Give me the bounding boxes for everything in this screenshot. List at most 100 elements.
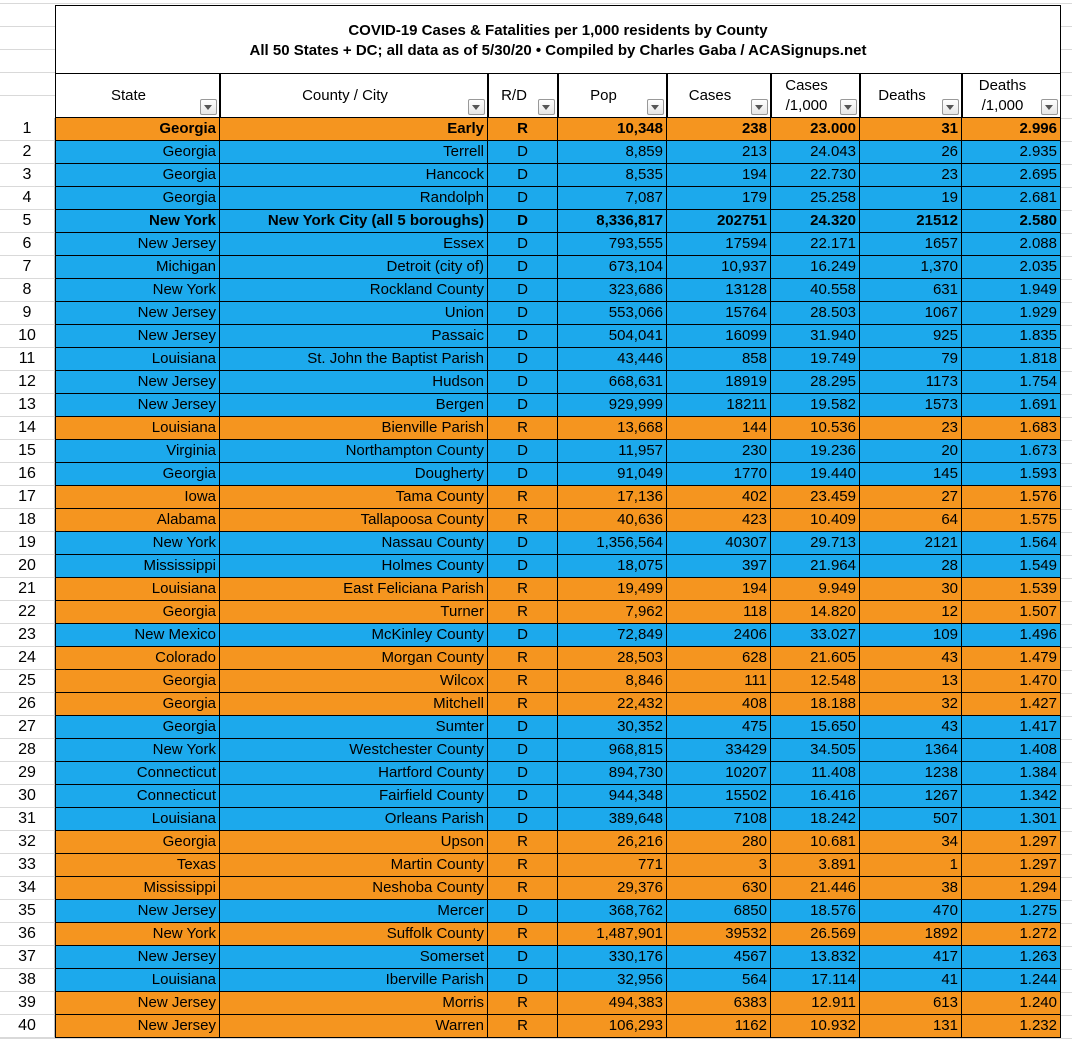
- table-cell: 10.932: [771, 1015, 860, 1038]
- table-cell: 1.549: [962, 555, 1061, 578]
- filter-button[interactable]: [840, 99, 857, 115]
- table-cell: New York: [55, 279, 220, 302]
- row-number: 4: [0, 187, 55, 210]
- table-cell: 19: [860, 187, 962, 210]
- row-number: 37: [0, 946, 55, 969]
- table-cell: 12.911: [771, 992, 860, 1015]
- table-cell: 24.043: [771, 141, 860, 164]
- filter-button[interactable]: [200, 99, 217, 115]
- table-cell: 10.409: [771, 509, 860, 532]
- title-line: COVID-19 Cases & Fatalities per 1,000 re…: [348, 22, 768, 39]
- table-cell: New Jersey: [55, 946, 220, 969]
- table-cell: 24.320: [771, 210, 860, 233]
- table-cell: R: [488, 992, 558, 1015]
- table-cell: 230: [667, 440, 771, 463]
- row-number: 20: [0, 555, 55, 578]
- table-cell: D: [488, 256, 558, 279]
- table-cell: 2.695: [962, 164, 1061, 187]
- row-number: 5: [0, 210, 55, 233]
- table-cell: 26: [860, 141, 962, 164]
- table-cell: 40307: [667, 532, 771, 555]
- table-cell: 8,535: [558, 164, 667, 187]
- table-cell: 1.835: [962, 325, 1061, 348]
- table-cell: Hartford County: [220, 762, 488, 785]
- table-cell: 553,066: [558, 302, 667, 325]
- filter-button[interactable]: [1041, 99, 1058, 115]
- table-cell: New Jersey: [55, 371, 220, 394]
- table-cell: R: [488, 509, 558, 532]
- table-cell: 1,356,564: [558, 532, 667, 555]
- table-cell: 18,075: [558, 555, 667, 578]
- table-cell: 1.818: [962, 348, 1061, 371]
- table-cell: 1.263: [962, 946, 1061, 969]
- table-cell: D: [488, 394, 558, 417]
- row-number: 29: [0, 762, 55, 785]
- table-cell: 72,849: [558, 624, 667, 647]
- table-cell: Michigan: [55, 256, 220, 279]
- table-cell: 1.427: [962, 693, 1061, 716]
- table-cell: Passaic: [220, 325, 488, 348]
- table-cell: Warren: [220, 1015, 488, 1038]
- table-cell: 1.272: [962, 923, 1061, 946]
- table-cell: 7,087: [558, 187, 667, 210]
- table-cell: 2.580: [962, 210, 1061, 233]
- table-cell: R: [488, 693, 558, 716]
- table-cell: 323,686: [558, 279, 667, 302]
- table-cell: 7,962: [558, 601, 667, 624]
- filter-button[interactable]: [538, 99, 555, 115]
- table-cell: 19.236: [771, 440, 860, 463]
- table-cell: R: [488, 118, 558, 141]
- table-cell: D: [488, 532, 558, 555]
- table-cell: 423: [667, 509, 771, 532]
- table-cell: 10207: [667, 762, 771, 785]
- table-cell: 6850: [667, 900, 771, 923]
- column-header: R/D: [488, 74, 558, 118]
- row-number: 36: [0, 923, 55, 946]
- table-cell: R: [488, 1015, 558, 1038]
- table-cell: 1573: [860, 394, 962, 417]
- table-cell: 402: [667, 486, 771, 509]
- row-number: 31: [0, 808, 55, 831]
- row-number: 23: [0, 624, 55, 647]
- table-cell: 131: [860, 1015, 962, 1038]
- title-line: All 50 States + DC; all data as of 5/30/…: [249, 42, 867, 59]
- filter-button[interactable]: [647, 99, 664, 115]
- row-number: 14: [0, 417, 55, 440]
- table-cell: Dougherty: [220, 463, 488, 486]
- table-cell: R: [488, 486, 558, 509]
- column-header: State: [55, 74, 220, 118]
- table-cell: 106,293: [558, 1015, 667, 1038]
- table-cell: Tama County: [220, 486, 488, 509]
- table-cell: 145: [860, 463, 962, 486]
- table-cell: 8,846: [558, 670, 667, 693]
- table-cell: New York: [55, 739, 220, 762]
- table-cell: 10.681: [771, 831, 860, 854]
- column-header: Pop: [558, 74, 667, 118]
- table-cell: 1.275: [962, 900, 1061, 923]
- table-cell: R: [488, 854, 558, 877]
- column-header: Cases /1,000: [771, 74, 860, 118]
- table-cell: 43: [860, 716, 962, 739]
- table-cell: 9.949: [771, 578, 860, 601]
- table-cell: 1.297: [962, 831, 1061, 854]
- table-cell: 408: [667, 693, 771, 716]
- filter-button[interactable]: [751, 99, 768, 115]
- table-cell: 28.503: [771, 302, 860, 325]
- table-cell: 11,957: [558, 440, 667, 463]
- table-cell: 1.576: [962, 486, 1061, 509]
- table-cell: 11.408: [771, 762, 860, 785]
- table-cell: 2.996: [962, 118, 1061, 141]
- table-cell: 40.558: [771, 279, 860, 302]
- table-cell: R: [488, 601, 558, 624]
- table-cell: 929,999: [558, 394, 667, 417]
- row-number: 28: [0, 739, 55, 762]
- row-number: 27: [0, 716, 55, 739]
- table-cell: 1.593: [962, 463, 1061, 486]
- filter-button[interactable]: [468, 99, 485, 115]
- table-cell: Iowa: [55, 486, 220, 509]
- table-cell: 858: [667, 348, 771, 371]
- table-cell: Early: [220, 118, 488, 141]
- table-cell: 3: [667, 854, 771, 877]
- table-cell: 17,136: [558, 486, 667, 509]
- filter-button[interactable]: [942, 99, 959, 115]
